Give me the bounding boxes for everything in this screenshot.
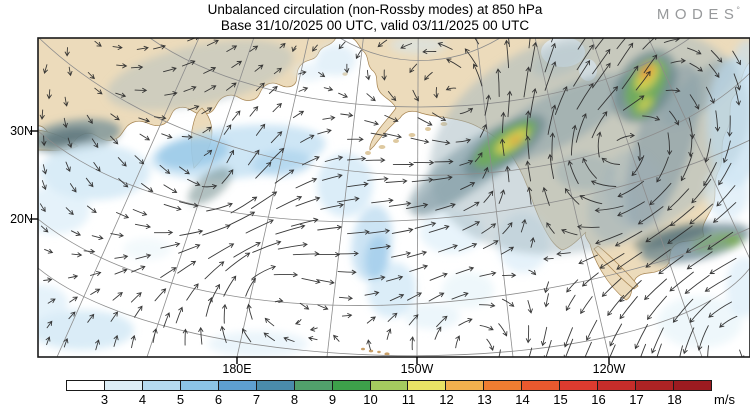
colorbar-cell xyxy=(559,381,598,390)
colorbar-cell xyxy=(673,381,711,390)
colorbar-cell xyxy=(67,381,104,390)
colorbar-cell xyxy=(141,381,180,390)
wind-vector-layer xyxy=(38,38,745,357)
lat-tick-label: 20N xyxy=(10,212,33,226)
colorbar-cell xyxy=(521,381,560,390)
colorbar-tick-label: 8 xyxy=(290,392,299,407)
colorbar-tick-label: 10 xyxy=(363,392,378,407)
colorbar-tick-label: 16 xyxy=(591,392,606,407)
colorbar-cell xyxy=(293,381,332,390)
colorbar-tick-label: 18 xyxy=(667,392,682,407)
colorbar xyxy=(66,380,712,391)
colorbar-unit: m/s xyxy=(714,392,735,407)
map-frame xyxy=(37,37,750,358)
colorbar-cell xyxy=(103,381,142,390)
lon-tick-label: 150W xyxy=(400,362,434,376)
colorbar-cell xyxy=(217,381,256,390)
colorbar-tick-label: 14 xyxy=(515,392,530,407)
colorbar-cell xyxy=(407,381,446,390)
landmass-baja xyxy=(593,245,639,290)
colorbar-tick-label: 5 xyxy=(176,392,185,407)
wind-speed-shading-layer xyxy=(38,38,750,357)
lon-tick-label: 180E xyxy=(222,362,252,376)
lon-tick-label: 120W xyxy=(592,362,626,376)
chart-subtitle: Base 31/10/2025 00 UTC, valid 03/11/2025… xyxy=(220,18,530,33)
colorbar-tick-label: 13 xyxy=(477,392,492,407)
colorbar-cell xyxy=(369,381,408,390)
hawaii-islands xyxy=(361,347,390,356)
colorbar-tick-label: 7 xyxy=(252,392,261,407)
colorbar-tick-label: 11 xyxy=(401,392,416,407)
colorbar-cell xyxy=(255,381,294,390)
colorbar-cell xyxy=(179,381,218,390)
colorbar-cell xyxy=(635,381,673,390)
colorbar-cell xyxy=(331,381,370,390)
colorbar-cell xyxy=(483,381,522,390)
chart-title-block: Unbalanced circulation (non-Rossby modes… xyxy=(0,2,750,34)
colorbar-tick-label: 15 xyxy=(553,392,568,407)
axis-ticks xyxy=(30,130,610,364)
modes-logo: MODES° xyxy=(657,5,740,23)
colorbar-tick-label: 3 xyxy=(100,392,109,407)
colorbar-cell xyxy=(445,381,484,390)
modes-logo-mark: ° xyxy=(736,5,740,15)
colorbar-tick-label: 6 xyxy=(214,392,223,407)
colorbar-tick-label: 4 xyxy=(138,392,147,407)
wind-arrows xyxy=(38,38,745,357)
colorbar-tick-label: 12 xyxy=(439,392,454,407)
colorbar-tick-label: 17 xyxy=(629,392,644,407)
colorbar-tick-label: 9 xyxy=(328,392,337,407)
modes-logo-text: MODES xyxy=(656,6,740,23)
lat-tick-label: 30N xyxy=(10,124,33,138)
colorbar-cell xyxy=(597,381,636,390)
chart-title: Unbalanced circulation (non-Rossby modes… xyxy=(207,2,543,17)
